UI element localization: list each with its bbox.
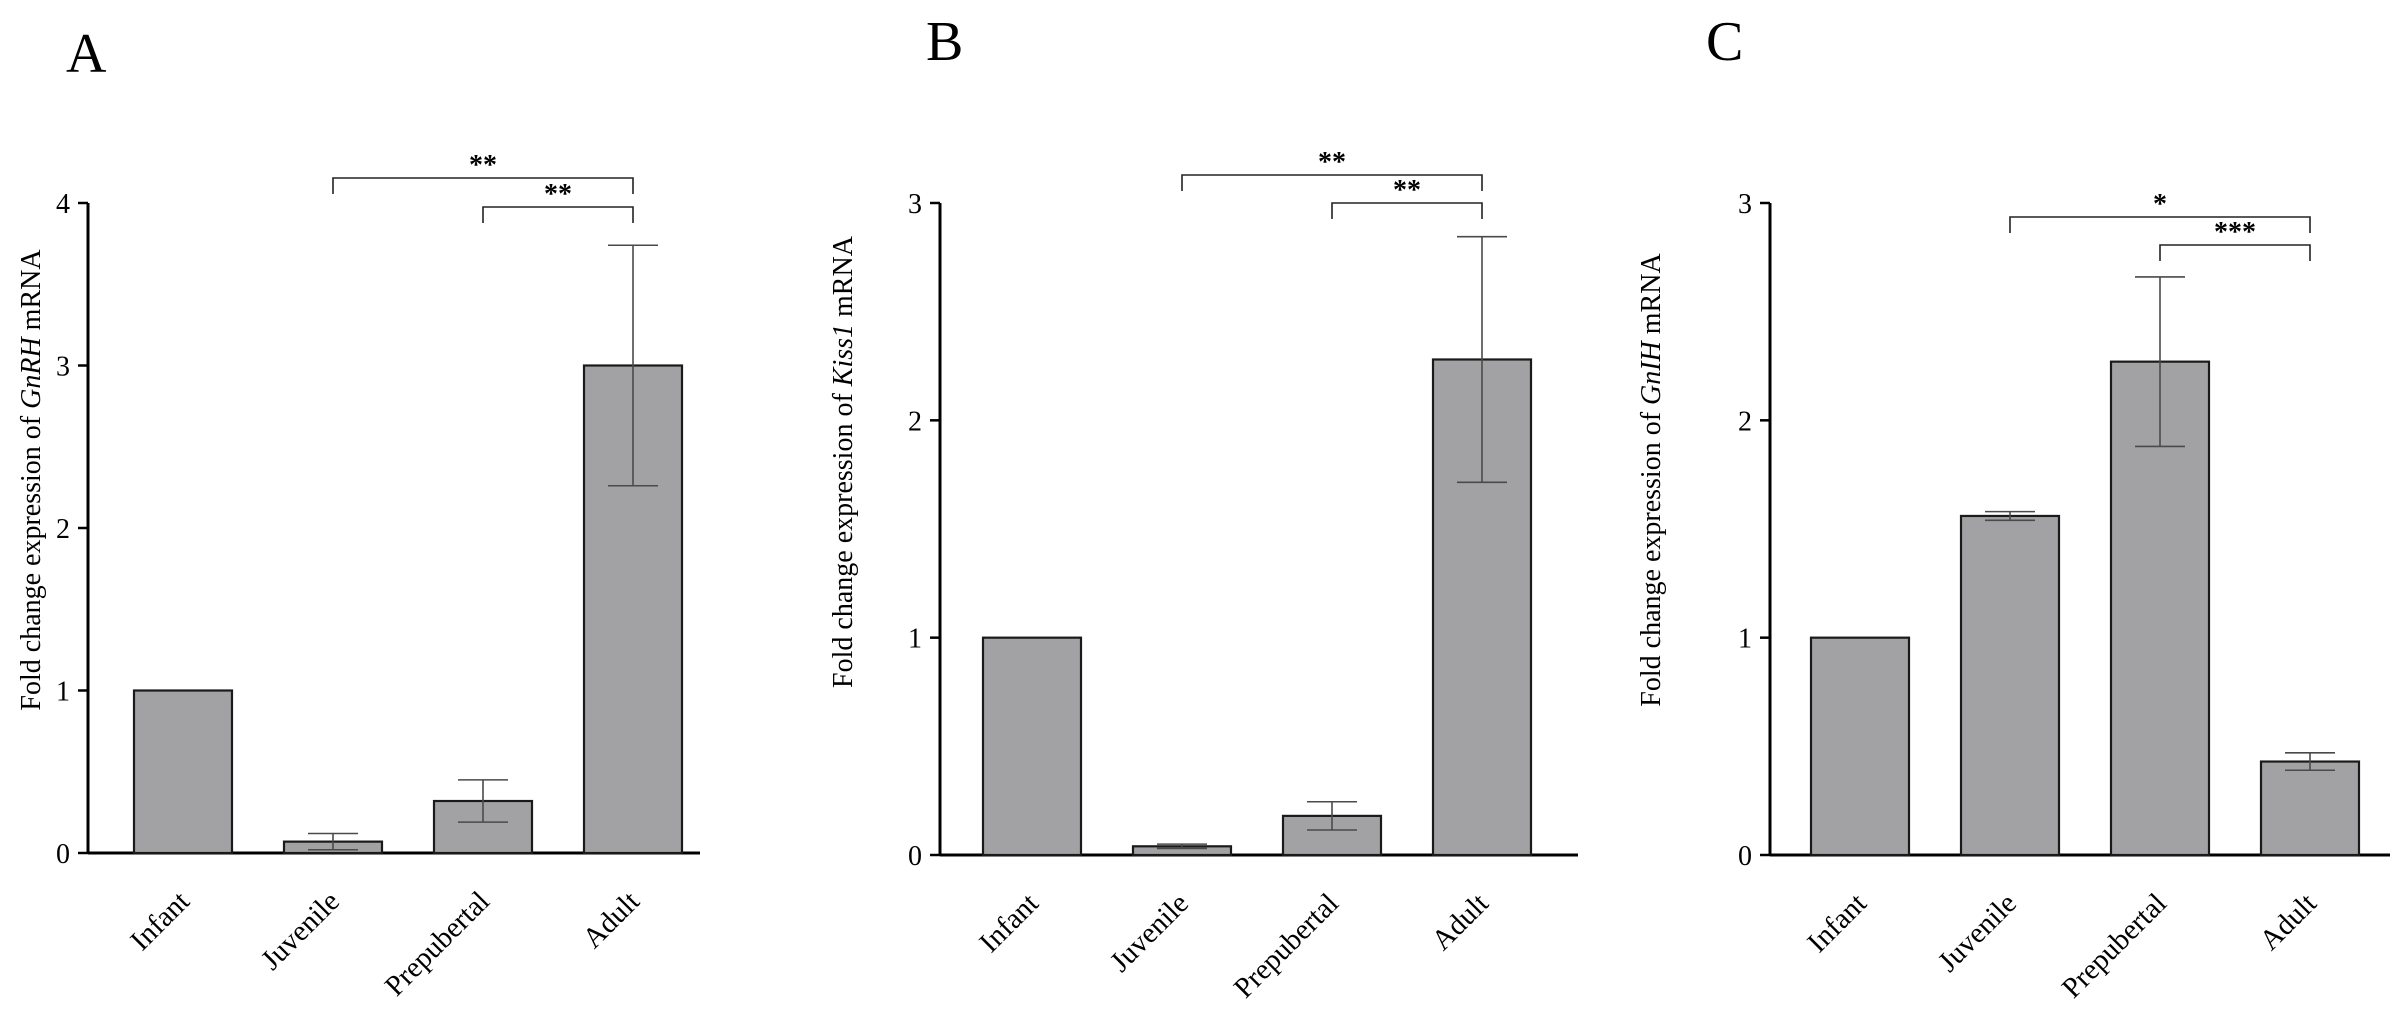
y-label-prefix: Fold change expression of — [828, 386, 859, 688]
x-tick-label: Adult — [2254, 887, 2323, 956]
x-tick-label: Infant — [1801, 887, 1873, 959]
x-tick-label: Infant — [124, 885, 196, 957]
x-tick-label: Juvenile — [255, 885, 346, 976]
significance-label: * — [2153, 189, 2167, 220]
x-tick-label: Adult — [577, 885, 646, 954]
x-tick-label: Prepubertal — [2056, 887, 2173, 1004]
y-tick-label: 1 — [56, 677, 70, 708]
x-tick-label: Prepubertal — [379, 885, 496, 1002]
y-label-prefix: Fold change expression of — [1636, 405, 1667, 707]
bar-infant — [981, 636, 1083, 857]
y-tick-label: 1 — [908, 624, 922, 655]
y-tick-label: 0 — [1738, 841, 1752, 872]
y-tick-label: 3 — [56, 352, 70, 383]
panel-b: B Fold change expression of Kiss1 mRNA 0… — [828, 11, 1578, 1004]
panel-letter: A — [66, 23, 107, 85]
y-label-prefix: Fold change expression of — [16, 409, 47, 711]
y-tick-label: 2 — [56, 514, 70, 545]
y-label-gene: Kiss1 — [828, 324, 859, 387]
significance-label: ** — [469, 150, 497, 181]
bar-adult — [2259, 760, 2361, 857]
y-tick-label: 0 — [56, 839, 70, 870]
y-label-gene: GnIH — [1636, 339, 1667, 405]
bar-juvenile — [1959, 514, 2061, 857]
bar-infant — [132, 689, 234, 855]
y-label-suffix: mRNA — [828, 235, 859, 324]
significance-bracket — [332, 177, 634, 194]
y-tick-label: 4 — [56, 189, 70, 220]
y-tick-label: 3 — [1738, 189, 1752, 220]
y-tick-label: 1 — [1738, 624, 1752, 655]
y-label-suffix: mRNA — [16, 249, 47, 338]
significance-bracket — [482, 206, 634, 223]
significance-label: ** — [1318, 147, 1346, 178]
y-tick-label: 2 — [908, 406, 922, 437]
y-axis-label: Fold change expression of GnRH mRNA — [16, 249, 47, 711]
x-tick-label: Prepubertal — [1228, 887, 1345, 1004]
significance-label: ** — [1393, 175, 1421, 206]
significance-bracket — [1331, 202, 1483, 219]
x-tick-label: Infant — [973, 887, 1045, 959]
significance-bracket — [2009, 216, 2311, 233]
x-tick-label: Juvenile — [1932, 887, 2023, 978]
significance-bracket — [2159, 244, 2311, 261]
y-label-gene: GnRH — [16, 336, 47, 409]
panel-letter: C — [1706, 11, 1743, 73]
y-axis-label: Fold change expression of Kiss1 mRNA — [828, 235, 859, 688]
y-label-suffix: mRNA — [1636, 253, 1667, 342]
significance-label: ** — [544, 179, 572, 210]
panel-a: A Fold change expression of GnRH mRNA 0 1… — [16, 23, 700, 1002]
x-tick-label: Adult — [1426, 887, 1495, 956]
bar-infant — [1809, 636, 1911, 857]
significance-bracket — [1181, 174, 1483, 191]
y-tick-label: 0 — [908, 841, 922, 872]
panel-letter: B — [926, 11, 963, 73]
significance-label: *** — [2214, 217, 2256, 248]
panel-c: C Fold change expression of GnIH mRNA 0 1… — [1636, 11, 2390, 1004]
x-tick-label: Juvenile — [1104, 887, 1195, 978]
y-tick-label: 2 — [1738, 406, 1752, 437]
y-axis-label: Fold change expression of GnIH mRNA — [1636, 253, 1667, 707]
y-tick-label: 3 — [908, 189, 922, 220]
